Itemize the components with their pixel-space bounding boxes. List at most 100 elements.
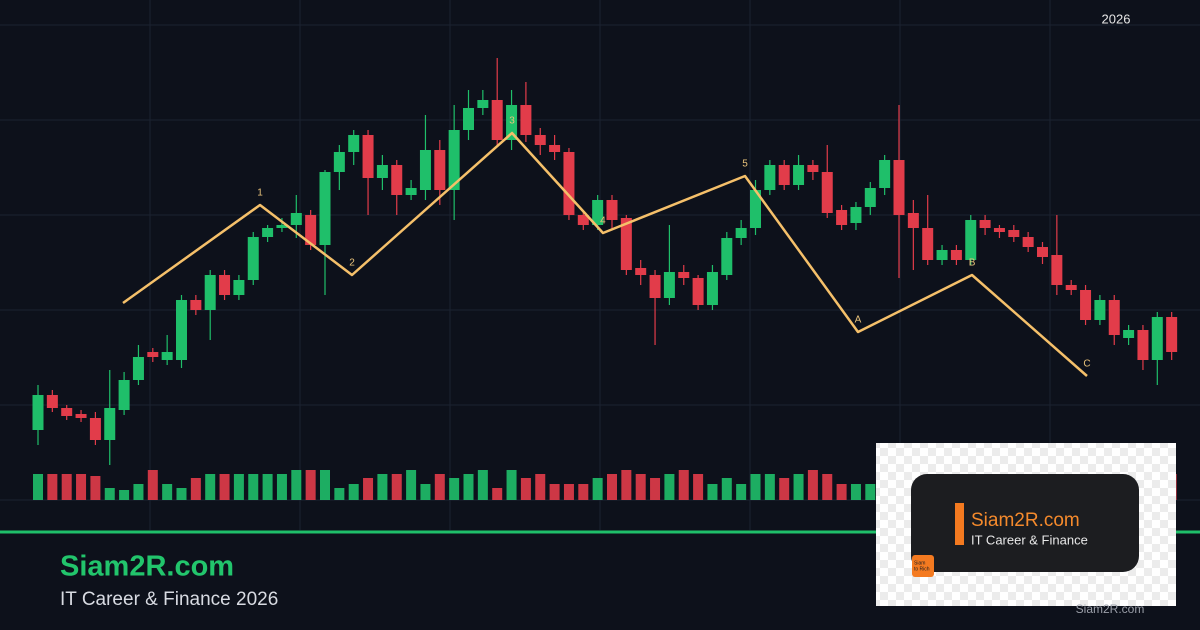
candle-body <box>104 408 116 440</box>
logo-badge-text: Siam <box>914 560 925 566</box>
candle-body <box>1022 237 1034 247</box>
logo-badge-text: to Rich <box>914 566 930 572</box>
volume-bar <box>305 470 316 500</box>
candle-body <box>965 220 977 260</box>
volume-bar <box>477 470 488 500</box>
candle-body <box>1037 247 1048 257</box>
watermark: Siam2R.com <box>1076 602 1145 616</box>
candle-body <box>333 152 345 172</box>
candle-body <box>32 395 44 430</box>
volume-bar <box>76 474 87 500</box>
volume-bar <box>348 484 359 500</box>
candle-body <box>836 210 848 225</box>
candle-body <box>1094 300 1106 320</box>
candle-body <box>663 272 675 298</box>
candle-body <box>592 200 604 225</box>
volume-bar <box>721 478 732 500</box>
candle-body <box>391 165 403 195</box>
candle-body <box>534 135 546 145</box>
volume-bar <box>822 474 833 500</box>
candle-body <box>506 105 518 140</box>
wave-label: 1 <box>257 188 263 199</box>
volume-bar <box>850 484 861 500</box>
candle-body <box>276 225 288 228</box>
candle-body <box>75 414 87 418</box>
candle-body <box>993 228 1005 232</box>
candle-body <box>850 207 862 223</box>
candle-body <box>161 352 173 360</box>
volume-bar <box>420 484 431 500</box>
candle-body <box>1008 230 1020 237</box>
candle-body <box>721 238 733 275</box>
volume-bar <box>276 474 287 500</box>
volume-bar <box>635 474 646 500</box>
volume-bar <box>779 478 790 500</box>
logo-tagline: IT Career & Finance <box>971 532 1088 547</box>
candle-body <box>89 418 101 440</box>
candle-body <box>1051 255 1063 285</box>
candle-body <box>204 275 216 310</box>
candle-body <box>549 145 561 152</box>
logo-title: Siam2R.com <box>971 510 1080 531</box>
wave-label: 5 <box>742 159 748 170</box>
volume-bar <box>707 484 718 500</box>
candle-body <box>491 100 503 140</box>
volume-bar <box>793 474 804 500</box>
volume-bar <box>47 474 58 500</box>
candle-body <box>678 272 690 278</box>
volume-bar <box>563 484 574 500</box>
candle-body <box>376 165 388 178</box>
candle-body <box>635 268 647 275</box>
candle-body <box>821 172 833 213</box>
volume-bar <box>320 470 330 500</box>
volume-bar <box>592 478 603 500</box>
candle-body <box>1065 285 1077 290</box>
volume-bar <box>104 488 115 500</box>
candle-body <box>979 220 991 228</box>
candle-body <box>1108 300 1120 335</box>
volume-bar <box>578 484 589 500</box>
volume-bar <box>334 488 345 500</box>
candle-body <box>606 200 618 220</box>
candle-body <box>907 213 919 228</box>
candle-body <box>348 135 360 152</box>
volume-bar <box>506 470 517 500</box>
volume-bar <box>233 474 244 500</box>
volume-bar <box>176 488 187 500</box>
candle-body <box>190 300 202 310</box>
volume-bar <box>463 474 474 500</box>
year-label: 2026 <box>1102 11 1131 26</box>
volume-bar <box>219 474 230 500</box>
candle-body <box>649 275 661 298</box>
volume-bar <box>377 474 388 500</box>
candle-body <box>735 228 747 238</box>
wave-label: 3 <box>509 116 515 127</box>
candle-body <box>290 213 302 225</box>
volume-bar <box>248 474 259 500</box>
volume-bar <box>262 474 273 500</box>
volume-bar <box>190 478 201 500</box>
candle-body <box>520 105 532 135</box>
candle-body <box>405 188 417 195</box>
volume-bar <box>492 488 503 500</box>
logo-panel <box>911 474 1139 572</box>
candle-body <box>61 408 73 416</box>
candle-body <box>233 280 245 295</box>
volume-bar <box>119 490 130 500</box>
wave-label: 4 <box>600 216 606 227</box>
candle-body <box>448 130 460 190</box>
volume-bar <box>607 474 617 500</box>
volume-bar <box>736 484 747 500</box>
volume-bar <box>205 474 216 500</box>
candle-body <box>463 108 474 130</box>
logo-card: Siam2R.com IT Career & Finance Siam to R… <box>876 443 1176 606</box>
candle-body <box>434 150 446 190</box>
volume-bar <box>764 474 775 500</box>
candle-body <box>807 165 819 172</box>
candle-body <box>219 275 231 295</box>
volume-bar <box>133 484 144 500</box>
wave-label: B <box>969 258 976 269</box>
candle-body <box>764 165 776 190</box>
wave-label: A <box>855 315 862 326</box>
